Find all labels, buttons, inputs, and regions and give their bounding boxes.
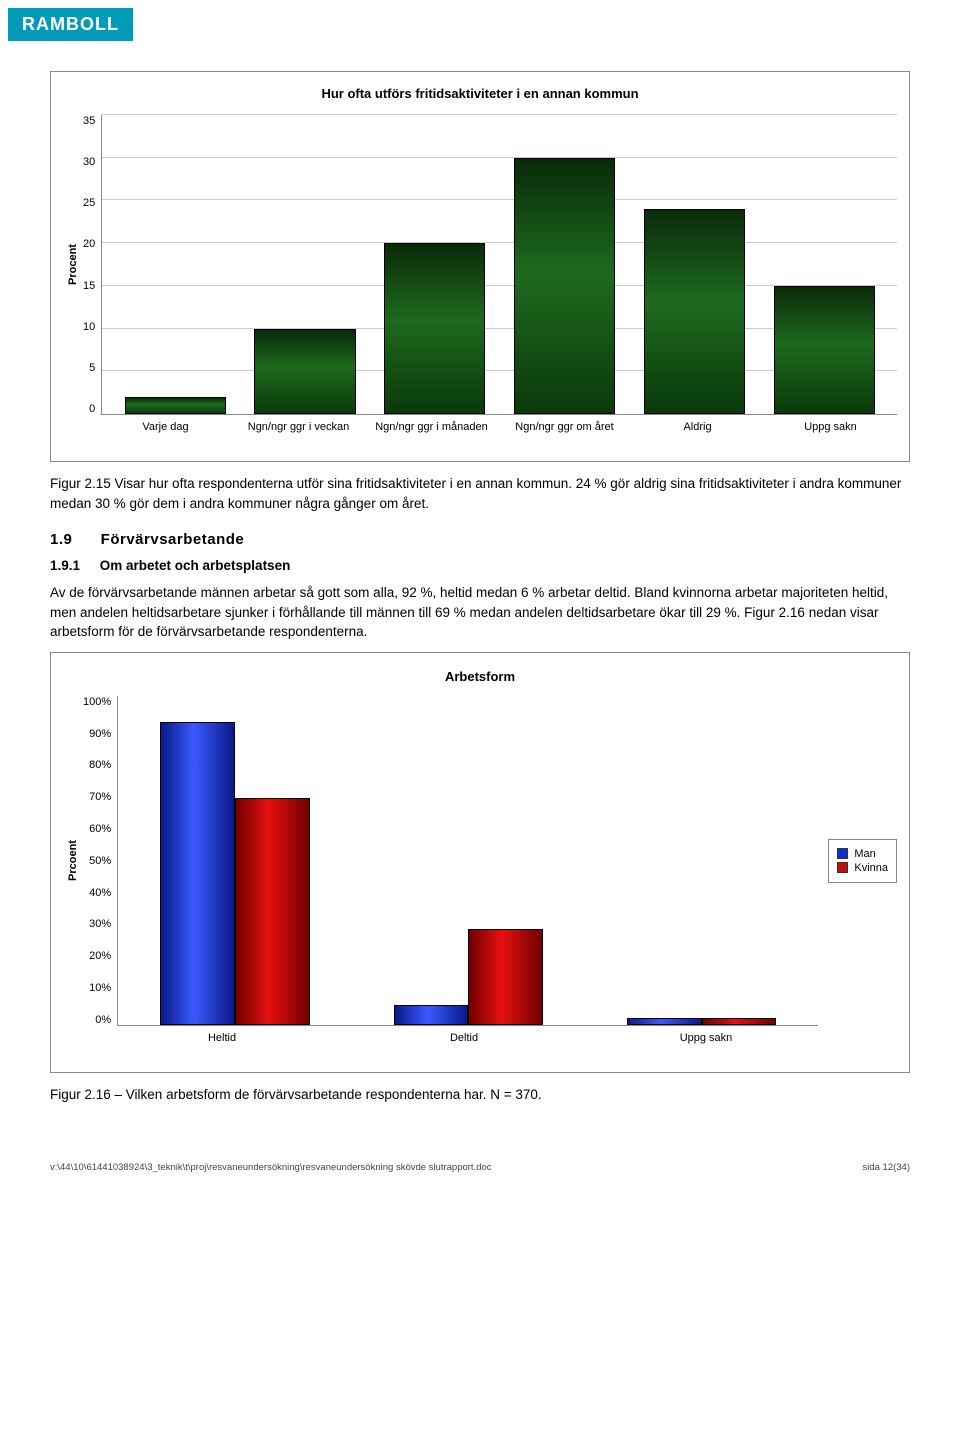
chart2-ytick: 10% xyxy=(83,982,111,994)
chart1-ytick: 20 xyxy=(83,238,95,250)
chart2-ytick: 80% xyxy=(83,759,111,771)
chart2-bar xyxy=(702,1018,777,1025)
page-footer: v:\44\10\61441038924\3_teknik\t\proj\res… xyxy=(0,1134,960,1187)
footer-page: sida 12(34) xyxy=(862,1162,910,1173)
chart2-ytick: 60% xyxy=(83,823,111,835)
chart2-ytick: 20% xyxy=(83,950,111,962)
chart2-bar xyxy=(235,798,310,1025)
chart2-xlabel: Uppg sakn xyxy=(585,1032,827,1044)
chart1-bar-slot xyxy=(500,115,630,414)
paragraph-arbetsform: Av de förvärvsarbetande männen arbetar s… xyxy=(50,583,910,642)
chart1-ylabel: Procent xyxy=(63,115,83,415)
chart1-bar-slot xyxy=(240,115,370,414)
chart1-ytick: 15 xyxy=(83,280,95,292)
chart2-bar xyxy=(468,929,543,1024)
legend-swatch-man xyxy=(837,848,848,859)
heading-text: Förvärvsarbetande xyxy=(101,531,245,548)
chart2-bar xyxy=(627,1018,702,1025)
heading-number: 1.9 xyxy=(50,531,96,548)
chart2-ytick: 90% xyxy=(83,728,111,740)
chart1-ytick: 5 xyxy=(83,362,95,374)
chart1-bar xyxy=(254,329,355,414)
brand-logo: RAMBOLL xyxy=(8,8,133,41)
chart2-ytick: 30% xyxy=(83,918,111,930)
chart1-bar-slot xyxy=(370,115,500,414)
chart1-ytick: 25 xyxy=(83,197,95,209)
chart2-ytick: 0% xyxy=(83,1014,111,1026)
page-content: Hur ofta utförs fritidsaktiviteter i en … xyxy=(0,41,960,1134)
chart1-bar xyxy=(514,158,615,414)
legend-label-kvinna: Kvinna xyxy=(854,862,888,874)
chart1-xlabel: Ngn/ngr ggr i månaden xyxy=(365,421,498,433)
subheading-number: 1.9.1 xyxy=(50,558,96,573)
chart1-ytick: 30 xyxy=(83,156,95,168)
chart2-ytick: 40% xyxy=(83,887,111,899)
chart1-plot xyxy=(101,115,897,415)
chart1-container: Hur ofta utförs fritidsaktiviteter i en … xyxy=(50,71,910,462)
legend-label-man: Man xyxy=(854,848,875,860)
heading-1-9-1: 1.9.1 Om arbetet och arbetsplatsen xyxy=(50,558,910,573)
chart1-bar xyxy=(384,243,485,414)
chart1-ytick: 35 xyxy=(83,115,95,127)
chart2-title: Arbetsform xyxy=(63,669,897,684)
legend-item-man: Man xyxy=(837,848,888,860)
chart1-bar-slot xyxy=(759,115,889,414)
chart2-legend: Man Kvinna xyxy=(828,839,897,883)
chart2-bar xyxy=(394,1005,469,1025)
chart1-xlabel: Uppg sakn xyxy=(764,421,897,433)
caption-figure-2-15: Figur 2.15 Visar hur ofta respondenterna… xyxy=(50,474,910,513)
footer-path: v:\44\10\61441038924\3_teknik\t\proj\res… xyxy=(50,1162,492,1173)
chart2-xlabel: Deltid xyxy=(343,1032,585,1044)
chart1-title: Hur ofta utförs fritidsaktiviteter i en … xyxy=(63,86,897,101)
chart2-group xyxy=(118,696,351,1025)
subheading-text: Om arbetet och arbetsplatsen xyxy=(100,558,291,573)
heading-1-9: 1.9 Förvärvsarbetande xyxy=(50,531,910,548)
chart2-xlabel: Heltid xyxy=(101,1032,343,1044)
chart2-ytick: 70% xyxy=(83,791,111,803)
chart1-xlabel: Ngn/ngr ggr i veckan xyxy=(232,421,365,433)
chart1-bar-slot xyxy=(629,115,759,414)
chart2-xaxis: HeltidDeltidUppg sakn xyxy=(101,1032,827,1044)
chart1-xaxis: Varje dagNgn/ngr ggr i veckanNgn/ngr ggr… xyxy=(99,421,897,433)
chart2-plot xyxy=(117,696,818,1026)
chart1-ytick: 0 xyxy=(83,403,95,415)
chart1-bar xyxy=(644,209,745,414)
chart2-ytick: 50% xyxy=(83,855,111,867)
legend-swatch-kvinna xyxy=(837,862,848,873)
chart1-bar xyxy=(774,286,875,414)
chart1-xlabel: Varje dag xyxy=(99,421,232,433)
chart1-yaxis: 35 30 25 20 15 10 5 0 xyxy=(83,115,101,415)
chart1-bar-slot xyxy=(110,115,240,414)
chart2-group xyxy=(585,696,818,1025)
chart1-ytick: 10 xyxy=(83,321,95,333)
legend-item-kvinna: Kvinna xyxy=(837,862,888,874)
chart2-ytick: 100% xyxy=(83,696,111,708)
chart1-xlabel: Ngn/ngr ggr om året xyxy=(498,421,631,433)
chart2-bar xyxy=(160,722,235,1025)
chart1-bar xyxy=(125,397,226,414)
chart2-ylabel: Prcoent xyxy=(63,696,83,1026)
chart2-yaxis: 100% 90% 80% 70% 60% 50% 40% 30% 20% 10% 0% xyxy=(83,696,117,1026)
chart1-xlabel: Aldrig xyxy=(631,421,764,433)
chart2-group xyxy=(352,696,585,1025)
caption-figure-2-16: Figur 2.16 – Vilken arbetsform de förvär… xyxy=(50,1085,910,1105)
chart2-container: Arbetsform Prcoent 100% 90% 80% 70% 60% 50% 40… xyxy=(50,652,910,1073)
